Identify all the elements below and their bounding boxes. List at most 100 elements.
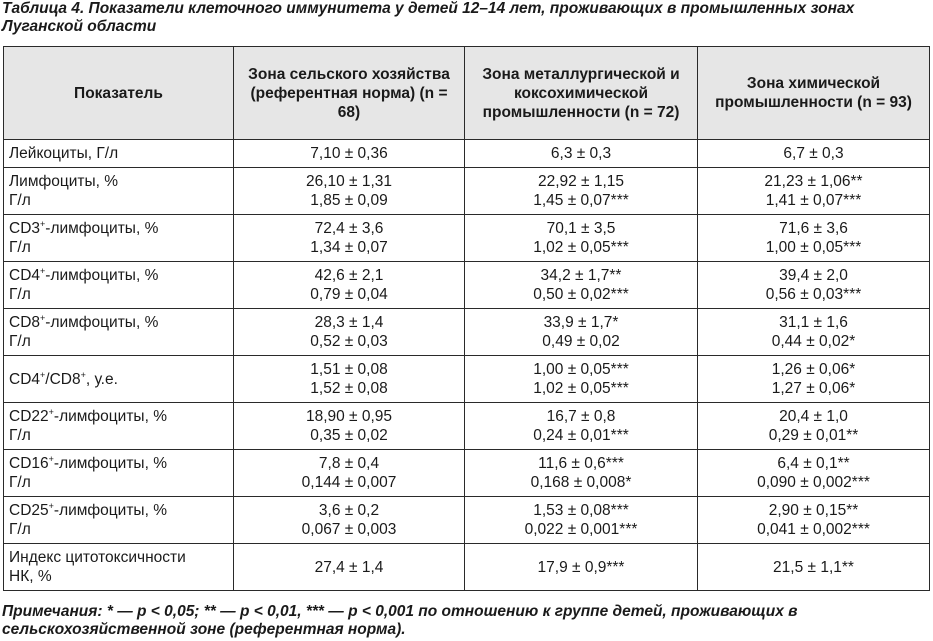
cell-chemical: 2,90 ± 0,15** 0,041 ± 0,002***: [697, 496, 930, 544]
immunity-table: Показатель Зона сельского хозяйства (реф…: [3, 46, 930, 591]
label-marker: CD16: [9, 455, 49, 472]
label-marker: CD25: [9, 502, 49, 519]
label-superscript: +: [40, 219, 46, 229]
cell-value: 1,26 ± 0,06*: [771, 361, 856, 378]
table-row: Лейкоциты, Г/л 7,10 ± 0,36 6,3 ± 0,3 6,7…: [3, 139, 930, 168]
row-label-line: CD25+-лимфоциты, %: [9, 501, 227, 520]
label-marker: /CD8: [45, 370, 81, 388]
cell-value: 1,34 ± 0,07: [310, 239, 388, 256]
cell-agricultural: 7,8 ± 0,4 0,144 ± 0,007: [233, 449, 465, 497]
cell-value: 31,1 ± 1,6: [779, 314, 848, 331]
cell-value: 0,29 ± 0,01**: [768, 427, 859, 444]
cell-value: 0,52 ± 0,03: [310, 333, 388, 350]
header-chemical-zone: Зона химической промышленности (n = 93): [697, 46, 930, 140]
row-label: CD4+/CD8+, у.е.: [3, 355, 234, 403]
row-label-unit: Г/л: [9, 427, 31, 444]
cell-chemical: 1,26 ± 0,06* 1,27 ± 0,06*: [697, 355, 930, 403]
cell-chemical: 21,23 ± 1,06** 1,41 ± 0,07***: [697, 167, 930, 215]
row-label-line: Индекс цитотоксичности: [9, 549, 186, 566]
row-label-unit: Г/л: [9, 521, 31, 538]
cell-chemical: 6,4 ± 0,1** 0,090 ± 0,002***: [697, 449, 930, 497]
cell-value: 17,9 ± 0,9***: [537, 558, 625, 576]
cell-value: 0,168 ± 0,008*: [530, 474, 632, 491]
cell-metallurgical: 34,2 ± 1,7** 0,50 ± 0,02***: [464, 261, 698, 309]
cell-value: 7,10 ± 0,36: [310, 145, 388, 162]
cell-metallurgical: 1,53 ± 0,08*** 0,022 ± 0,001***: [464, 496, 698, 544]
cell-agricultural: 18,90 ± 0,95 0,35 ± 0,02: [233, 402, 465, 450]
cell-value: 42,6 ± 2,1: [314, 267, 384, 284]
label-superscript: +: [40, 266, 46, 276]
label-superscript: +: [40, 313, 46, 323]
cell-agricultural: 28,3 ± 1,4 0,52 ± 0,03: [233, 308, 465, 356]
label-superscript: +: [40, 369, 46, 380]
cell-metallurgical: 16,7 ± 0,8 0,24 ± 0,01***: [464, 402, 698, 450]
cell-chemical: 6,7 ± 0,3: [697, 139, 930, 168]
row-label-line: Лейкоциты, Г/л: [9, 145, 119, 162]
table-header-row: Показатель Зона сельского хозяйства (реф…: [3, 46, 930, 140]
cell-value: 0,022 ± 0,001***: [524, 521, 638, 538]
cell-value: 26,10 ± 1,31: [305, 173, 393, 190]
cell-value: 1,02 ± 0,05***: [533, 380, 629, 397]
cell-value: 11,6 ± 0,6***: [538, 455, 624, 472]
cell-value: 33,9 ± 1,7*: [543, 314, 619, 331]
cell-value: 1,00 ± 0,05***: [533, 361, 629, 378]
table-row: Индекс цитотоксичности НК, % 27,4 ± 1,4 …: [3, 543, 930, 591]
cell-metallurgical: 1,00 ± 0,05*** 1,02 ± 0,05***: [464, 355, 698, 403]
cell-metallurgical: 70,1 ± 3,5 1,02 ± 0,05***: [464, 214, 698, 262]
cell-value: 0,090 ± 0,002***: [757, 474, 870, 491]
cell-value: 0,067 ± 0,003: [301, 521, 397, 538]
cell-chemical: 31,1 ± 1,6 0,44 ± 0,02*: [697, 308, 930, 356]
label-superscript: +: [48, 454, 54, 464]
label-superscript: +: [48, 407, 54, 417]
row-label-line: Лимфоциты, %: [9, 173, 119, 190]
row-label-line: CD22+-лимфоциты, %: [9, 407, 227, 426]
cell-agricultural: 3,6 ± 0,2 0,067 ± 0,003: [233, 496, 465, 544]
cell-value: 6,7 ± 0,3: [783, 145, 844, 162]
table-row: CD16+-лимфоциты, % Г/л 7,8 ± 0,4 0,144 ± …: [3, 449, 930, 497]
header-metallurgical-zone: Зона металлургической и коксохимической …: [464, 46, 698, 140]
cell-metallurgical: 17,9 ± 0,9***: [464, 543, 698, 591]
cell-agricultural: 26,10 ± 1,31 1,85 ± 0,09: [233, 167, 465, 215]
cell-value: 0,50 ± 0,02***: [533, 286, 629, 303]
label-suffix: -лимфоциты, %: [45, 220, 159, 237]
cell-value: 7,8 ± 0,4: [318, 455, 380, 472]
table-row: CD22+-лимфоциты, % Г/л 18,90 ± 0,95 0,35 …: [3, 402, 930, 450]
table-notes: Примечания: * — p < 0,05; ** — p < 0,01,…: [2, 603, 798, 638]
table-row: CD4+-лимфоциты, % Г/л 42,6 ± 2,1 0,79 ± 0…: [3, 261, 930, 309]
cell-value: 39,4 ± 2,0: [779, 267, 848, 284]
cell-value: 3,6 ± 0,2: [318, 502, 380, 519]
row-label: Лейкоциты, Г/л: [3, 139, 234, 168]
row-label: CD25+-лимфоциты, % Г/л: [3, 496, 234, 544]
cell-value: 0,24 ± 0,01***: [533, 427, 629, 444]
cell-value: 1,52 ± 0,08: [310, 380, 388, 397]
cell-value: 1,45 ± 0,07***: [533, 192, 629, 209]
row-label-unit: Г/л: [9, 239, 31, 256]
cell-value: 0,041 ± 0,002***: [757, 521, 870, 538]
label-marker: CD3: [9, 220, 41, 237]
cell-value: 1,00 ± 0,05***: [765, 239, 862, 256]
cell-value: 0,79 ± 0,04: [310, 286, 388, 303]
cell-value: 0,35 ± 0,02: [310, 427, 388, 444]
label-marker: CD4: [9, 370, 41, 388]
row-label: CD4+-лимфоциты, % Г/л: [3, 261, 234, 309]
row-label: CD8+-лимфоциты, % Г/л: [3, 308, 234, 356]
label-marker: CD4: [9, 267, 41, 284]
cell-value: 1,53 ± 0,08***: [533, 502, 629, 519]
row-label: Индекс цитотоксичности НК, %: [3, 543, 234, 591]
cell-agricultural: 1,51 ± 0,08 1,52 ± 0,08: [233, 355, 465, 403]
cell-value: 16,7 ± 0,8: [546, 408, 616, 425]
row-label-unit: Г/л: [9, 474, 31, 491]
row-label: CD3+-лимфоциты, % Г/л: [3, 214, 234, 262]
row-label-unit: Г/л: [9, 286, 31, 303]
cell-value: 1,02 ± 0,05***: [533, 239, 629, 256]
cell-value: 0,44 ± 0,02*: [771, 333, 856, 350]
cell-value: 20,4 ± 1,0: [779, 408, 848, 425]
label-suffix: -лимфоциты, %: [53, 455, 167, 472]
row-label-unit: НК, %: [9, 568, 52, 585]
label-marker: CD8: [9, 314, 41, 331]
cell-value: 27,4 ± 1,4: [314, 558, 384, 576]
cell-metallurgical: 33,9 ± 1,7* 0,49 ± 0,02: [464, 308, 698, 356]
label-superscript: +: [48, 501, 54, 511]
cell-value: 0,49 ± 0,02: [542, 333, 620, 350]
table-row: CD8+-лимфоциты, % Г/л 28,3 ± 1,4 0,52 ± 0…: [3, 308, 930, 356]
